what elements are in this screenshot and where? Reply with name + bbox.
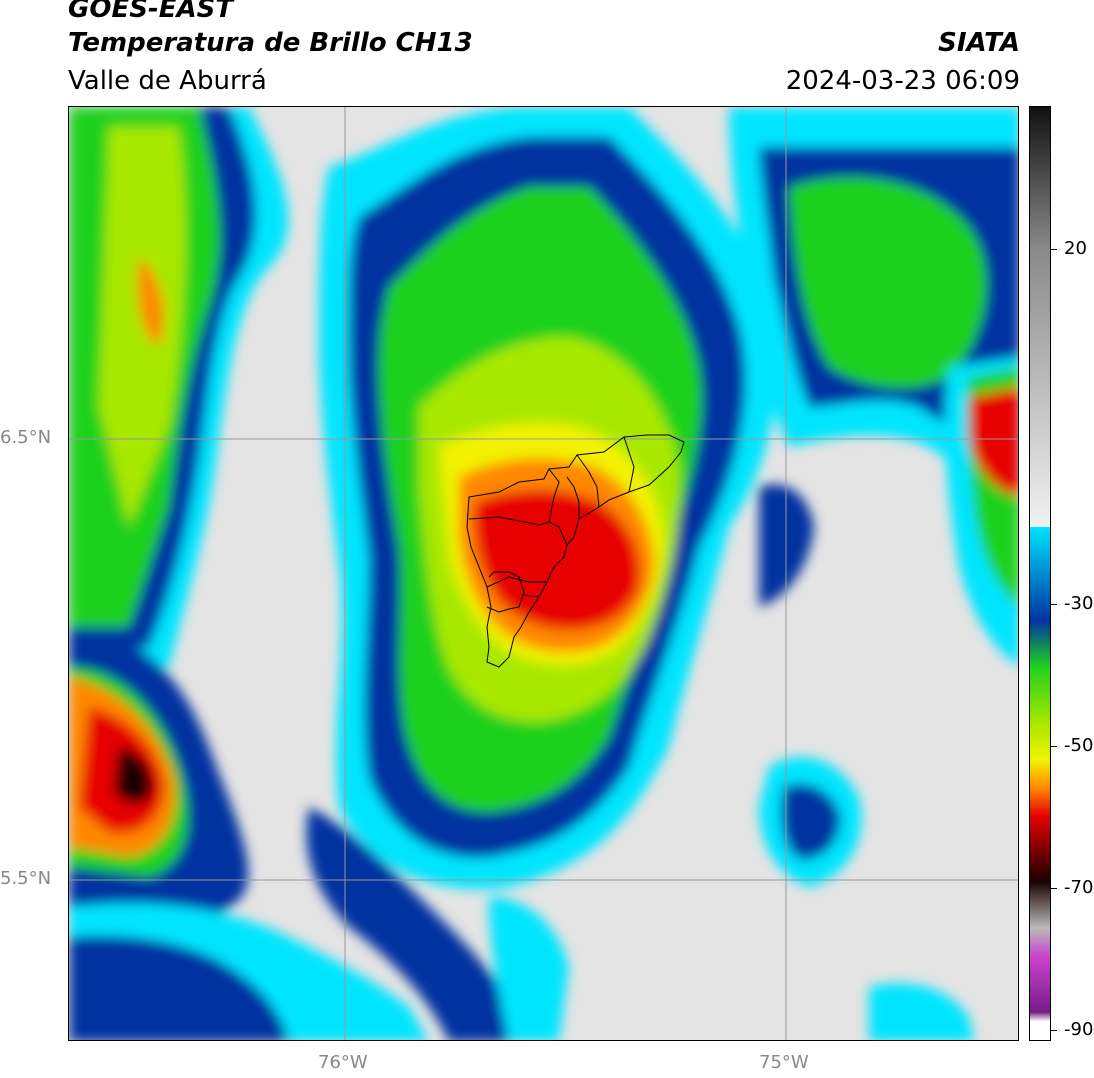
colorbar-tick <box>1051 746 1057 747</box>
cloud-field <box>69 107 1018 1040</box>
aburra-valley-boundaries <box>466 434 685 668</box>
colorbar <box>1029 106 1051 1041</box>
lat-label-5.5N: 5.5°N <box>0 868 52 889</box>
satellite-title: GOES-EAST <box>68 0 234 24</box>
colorbar-tick <box>1051 888 1057 889</box>
lon-label-75W: 75°W <box>759 1052 809 1073</box>
colorbar-label: -70 <box>1064 877 1094 898</box>
product-title: Temperatura de Brillo CH13 <box>68 28 473 58</box>
lat-label-6.5N: 6.5°N <box>0 427 52 448</box>
colorbar-tick <box>1051 604 1057 605</box>
datetime-label: 2024-03-23 06:09 <box>785 66 1020 96</box>
colorbar-tick <box>1051 1030 1057 1031</box>
lon-label-76W: 76°W <box>318 1052 368 1073</box>
colorbar-label: 20 <box>1064 238 1087 259</box>
agency-label: SIATA <box>938 28 1020 58</box>
colorbar-tick <box>1051 249 1057 250</box>
region-subtitle: Valle de Aburrá <box>68 66 267 96</box>
brightness-temperature-map <box>68 106 1019 1041</box>
colorbar-label: -30 <box>1064 593 1094 614</box>
colorbar-label: -90 <box>1064 1019 1094 1040</box>
colorbar-label: -50 <box>1064 735 1094 756</box>
